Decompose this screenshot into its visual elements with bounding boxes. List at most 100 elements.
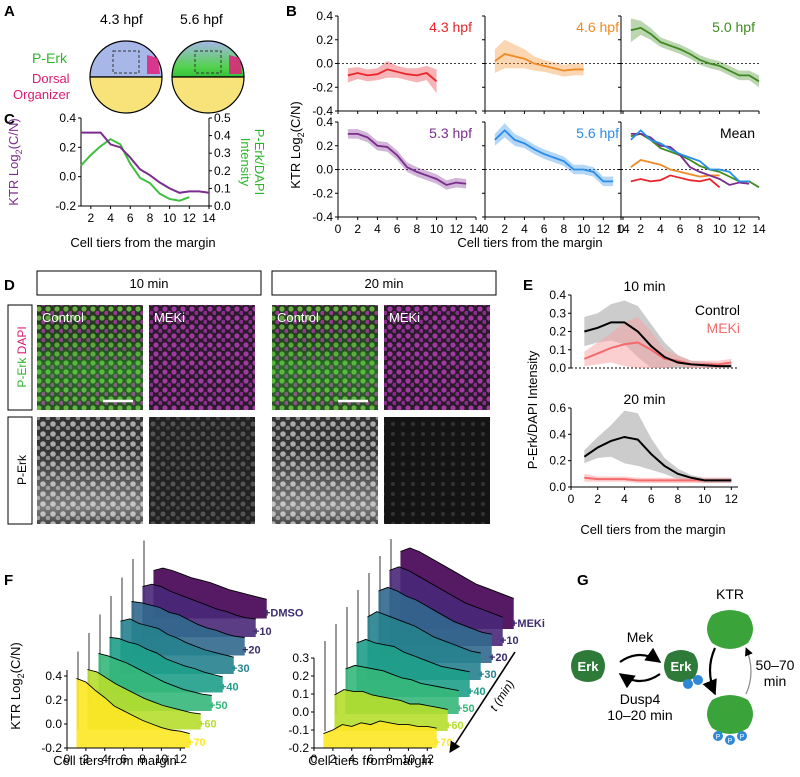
panel-b-series-title: 4.6 hpf (576, 19, 619, 35)
panel-f-line (98, 652, 212, 696)
panel-b-error-band (494, 39, 584, 77)
panel-b-ytick-label: -0.4 (312, 210, 333, 224)
panel-e-ytick-label: 0.6 (549, 401, 566, 415)
erk-inactive-shape (571, 650, 605, 682)
panel-b-series-line (630, 129, 750, 183)
panel-f-line (109, 636, 223, 678)
panel-f-line (87, 669, 201, 715)
panel-d-cond-1: Control (42, 310, 84, 325)
panel-f-xtick-label: 4 (101, 752, 108, 766)
panel-c-ylabel-right-1: P-Erk/DAPI (252, 129, 267, 195)
panel-b-plots: -0.4 -0.2 0.0 0.2 0.4 4.3 hpf 4.6 hpf 5.0 hpf -0… (312, 9, 766, 236)
panel-f-trace-label: +60 (445, 720, 464, 732)
panel-f-trace-label: +60 (198, 719, 217, 731)
panel-e-control-band (584, 300, 732, 368)
panel-b-xtick-label: 0 (482, 222, 489, 236)
panel-b-series-line (630, 26, 760, 83)
panel-c-ylabel-right-2: Intensity (238, 138, 253, 187)
panel-c-xtick-label: 8 (147, 211, 154, 225)
panel-d-perk-meki-20 (384, 417, 490, 524)
panel-e: E 10 min 0.0 0.1 0.2 0.3 0.4 20 min 0.0 0.2 0.4 0.… (523, 277, 740, 537)
panel-f-ytick-label: 0.4 (45, 669, 62, 683)
panel-f-area (76, 678, 190, 748)
panel-d-row-label-2: P-Erk (15, 454, 29, 485)
panel-f-trace-label: +10 (500, 635, 519, 647)
panel-b-series-line (630, 174, 721, 189)
panel-label-b: B (286, 3, 297, 20)
panel-b-xtick-label: 10 (577, 222, 591, 236)
panel-f-front-axes: -0.2 -0.1 0.0 0.1 0.2 0.3 0 2 4 6 8 10 12 (288, 651, 434, 766)
panel-f-line (356, 638, 470, 673)
panel-e-meki-band (584, 316, 732, 368)
panel-c-xtick-label: 4 (107, 211, 114, 225)
panel-d-perk-control-10 (37, 417, 143, 524)
panel-c-ytick-right-label: 0.4 (214, 129, 231, 143)
panel-e-xtick-label: 4 (621, 492, 628, 506)
panel-f-line (334, 689, 448, 710)
panel-b-series-title: 4.3 hpf (429, 19, 472, 35)
panel-c-ktr-line (81, 131, 210, 194)
panel-f-ytick-label: 0.1 (292, 687, 309, 701)
panel-f-trace: +70 (313, 658, 453, 749)
panel-f-xtick-label: 2 (83, 752, 90, 766)
panel-f-xtick-label: 4 (348, 752, 355, 766)
ktr-dephos-arrow (745, 647, 753, 695)
panel-f-stack-1: +MEKi +10 +20 +30 +40 +50 +60 +70 -0.2 -0.1 0.0 0.1… (288, 539, 545, 766)
embryo-5-6hpf (171, 40, 245, 114)
panel-e-subtitle: 10 min (623, 278, 665, 294)
panel-b-xtick-label: 6 (677, 222, 684, 236)
panel-c-ytick-right-label: 0.2 (214, 164, 231, 178)
panel-e-meki-line (583, 341, 732, 366)
panel-c-xtick-label: 10 (163, 211, 177, 225)
panel-f-line (400, 547, 514, 599)
panel-label-f: F (4, 572, 13, 589)
panel-f-line (367, 611, 481, 654)
panel-b-series-line (347, 68, 438, 83)
panel-b-xtick-label: 0 (335, 222, 342, 236)
panel-f-xtick-label: 10 (402, 752, 416, 766)
panel-b-series-title: 5.3 hpf (429, 125, 472, 141)
panel-label-d: D (4, 277, 15, 294)
panel-b-xtick-label: 6 (541, 222, 548, 236)
panel-f-line (378, 586, 492, 635)
panel-a-perk-label: P-Erk (32, 50, 68, 66)
ktr-p-1: P (716, 734, 721, 741)
panel-f-line (120, 618, 234, 658)
panel-c-ytick-right-label: 0.1 (214, 181, 231, 195)
panel-e-xtick-label: 12 (725, 492, 739, 506)
panel-e-ytick-label: 0.0 (549, 480, 566, 494)
panel-b-xtick-label: 8 (561, 222, 568, 236)
panel-a-organizer-label: Organizer (13, 87, 71, 102)
panel-f-line (153, 567, 267, 600)
panel-e-ytick-label: 0.1 (549, 343, 566, 357)
panel-b-xtick-label: 12 (450, 222, 464, 236)
panel-f-time-arrow (449, 651, 516, 753)
panel-f-line (389, 566, 503, 618)
panel-d-header-20min (271, 270, 497, 296)
panel-f-trace-label: +10 (253, 626, 272, 638)
panel-e-control-band (584, 410, 732, 484)
panel-b-xtick-label: 2 (354, 222, 361, 236)
panel-b-subplot-0: -0.4 -0.2 0.0 0.2 0.4 4.3 hpf (312, 9, 477, 118)
panel-f-ytick-label: 0.0 (45, 717, 62, 731)
panel-e-ytick-label: 0.4 (549, 288, 566, 302)
panel-d-cond-2: MEKi (154, 310, 185, 325)
panel-b-mean-title: Mean (720, 125, 755, 141)
panel-f-xtick-label: 12 (421, 752, 435, 766)
ktr-p-2: P (728, 738, 733, 745)
panel-f-xtick-label: 8 (139, 752, 146, 766)
panel-d-row-label-box-2 (7, 416, 33, 525)
panel-f-ytick-label: -0.2 (41, 741, 62, 755)
panel-g: G KTR P P P Erk Erk Mek Dusp4 10–20 min … (571, 572, 795, 745)
panel-b-ytick-label: 0.4 (316, 9, 333, 23)
panel-f-xtick-label: 8 (386, 752, 393, 766)
panel-f-line (142, 583, 256, 620)
panel-d-image-meki-20 (384, 305, 490, 410)
panel-b-series-line (494, 129, 614, 183)
panel-c-xtick-label: 14 (202, 211, 216, 225)
panel-label-g: G (577, 572, 589, 589)
panel-c-xtick-label: 12 (183, 211, 197, 225)
panel-d-time-20min: 20 min (364, 276, 403, 291)
ktr-phospho-groups (713, 731, 747, 745)
panel-f-trace-label: +50 (456, 703, 475, 715)
